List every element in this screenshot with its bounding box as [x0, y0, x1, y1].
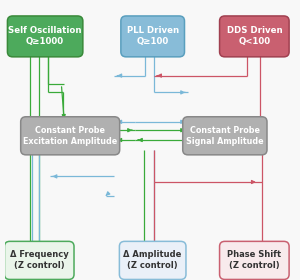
FancyBboxPatch shape: [4, 241, 74, 279]
FancyBboxPatch shape: [183, 117, 267, 155]
Text: PLL Driven
Q≥100: PLL Driven Q≥100: [127, 26, 179, 46]
Text: Self Oscillation
Q≥1000: Self Oscillation Q≥1000: [8, 26, 82, 46]
FancyBboxPatch shape: [220, 241, 289, 279]
FancyBboxPatch shape: [119, 241, 186, 279]
Text: Constant Probe
Excitation Amplitude: Constant Probe Excitation Amplitude: [23, 126, 117, 146]
Text: Constant Probe
Signal Amplitude: Constant Probe Signal Amplitude: [186, 126, 264, 146]
FancyBboxPatch shape: [121, 16, 184, 57]
Text: DDS Driven
Q<100: DDS Driven Q<100: [226, 26, 282, 46]
FancyBboxPatch shape: [21, 117, 120, 155]
Text: Δ Amplitude
(Z control): Δ Amplitude (Z control): [124, 250, 182, 270]
FancyBboxPatch shape: [8, 16, 83, 57]
FancyBboxPatch shape: [220, 16, 289, 57]
Text: Δ Frequency
(Z control): Δ Frequency (Z control): [10, 250, 69, 270]
Text: Phase Shift
(Z control): Phase Shift (Z control): [227, 250, 281, 270]
